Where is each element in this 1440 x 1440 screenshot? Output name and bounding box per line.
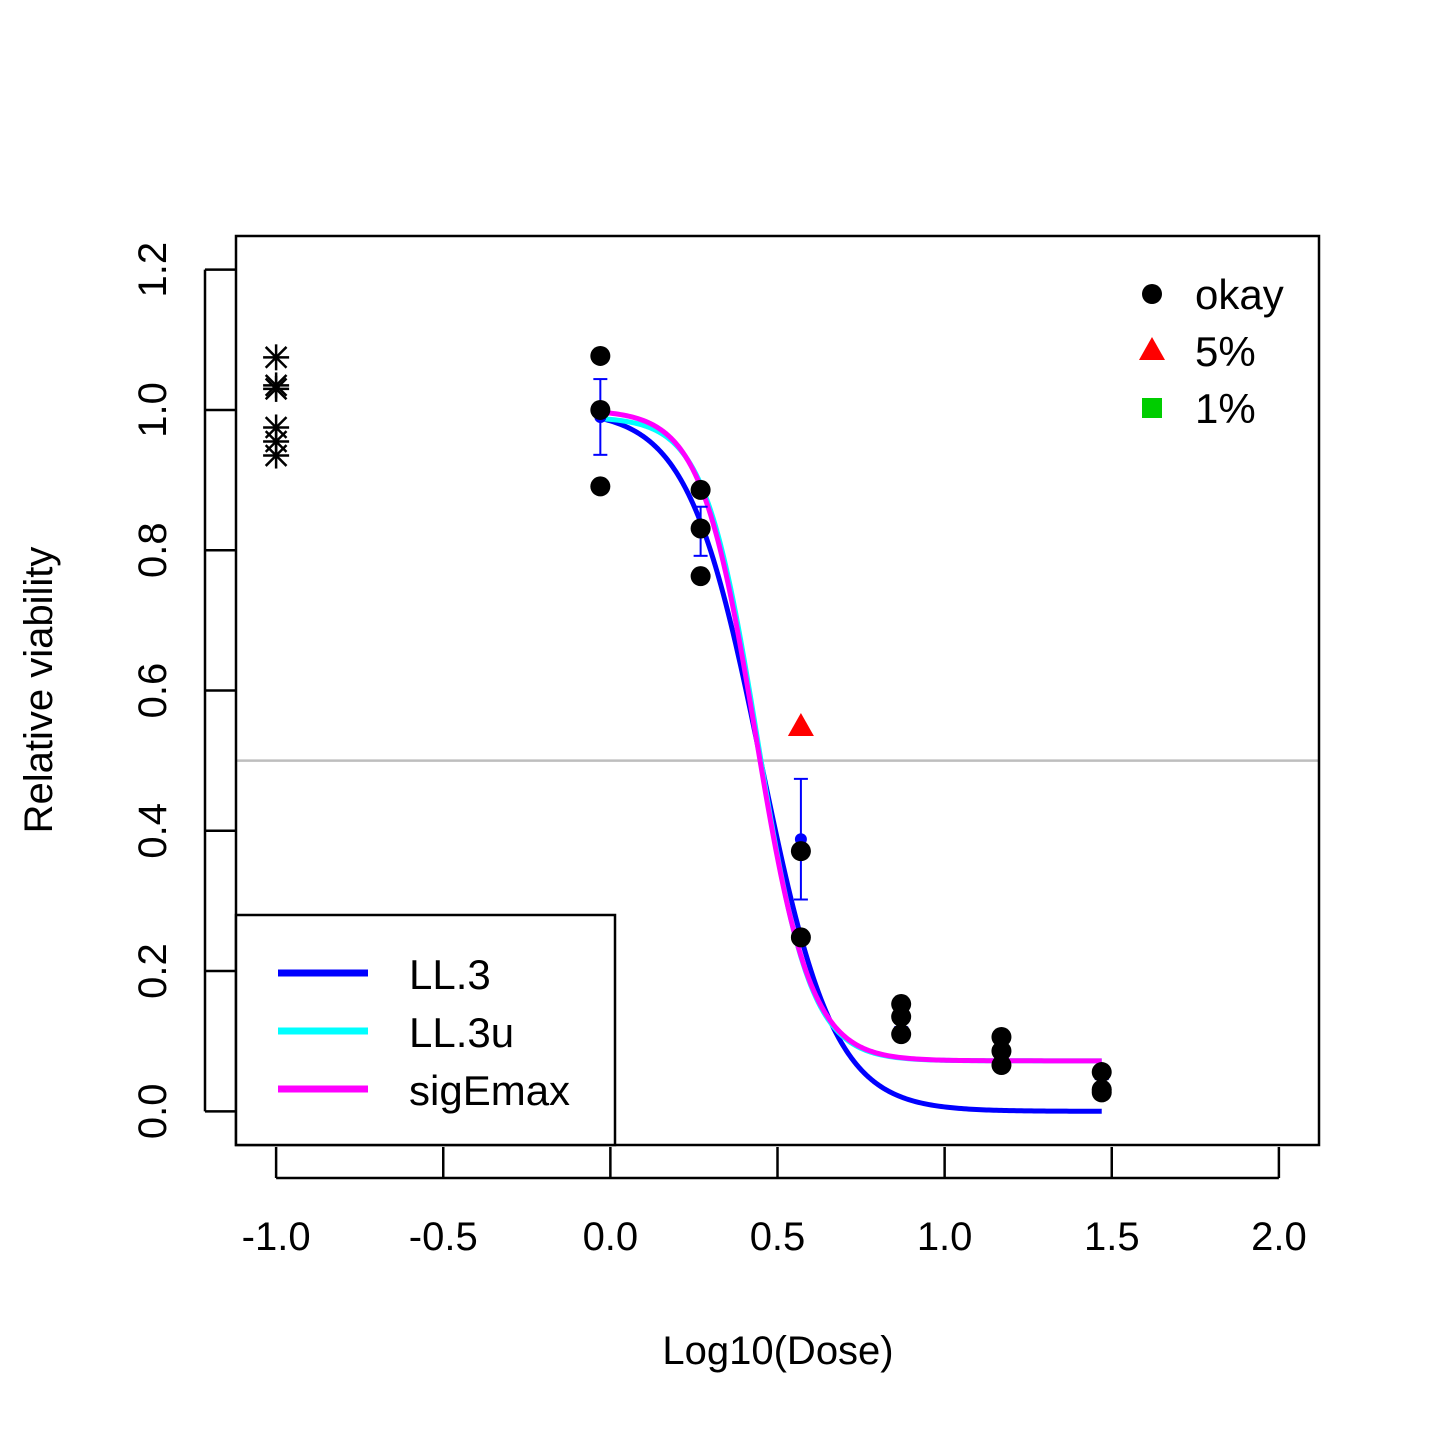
control-points — [263, 344, 290, 469]
legend-status-marker — [1142, 398, 1162, 418]
x-tick-label: -0.5 — [409, 1215, 478, 1259]
data-point — [590, 345, 611, 366]
data-point — [991, 1041, 1012, 1062]
x-tick-label: 0.0 — [583, 1215, 639, 1259]
control-point — [263, 344, 290, 371]
y-tick-label: 1.2 — [131, 242, 175, 298]
control-point-stroke — [264, 416, 288, 439]
fitted-curves — [599, 409, 1102, 1114]
y-tick-label: 0.0 — [131, 1084, 175, 1140]
x-axis-title: Log10(Dose) — [662, 1329, 893, 1373]
legend-status-marker — [1142, 284, 1162, 304]
control-point — [263, 414, 290, 441]
data-point — [991, 1055, 1012, 1076]
x-tick-label: 0.5 — [750, 1215, 806, 1259]
legend-status-label: 1% — [1195, 385, 1256, 432]
control-point-stroke — [264, 374, 288, 397]
data-point — [1091, 1082, 1112, 1103]
x-tick-label: 1.5 — [1084, 1215, 1140, 1259]
data-point — [790, 927, 811, 948]
control-point — [263, 372, 290, 399]
legend-status-label: okay — [1195, 271, 1284, 318]
legend-model-label: LL.3u — [409, 1009, 514, 1056]
data-point — [891, 1006, 912, 1027]
data-points — [590, 345, 1112, 1103]
x-tick-label: -1.0 — [242, 1215, 311, 1259]
y-tick-label: 0.8 — [131, 522, 175, 578]
data-point — [991, 1026, 1012, 1047]
x-tick-label: 2.0 — [1251, 1215, 1307, 1259]
legend-status-marker — [1139, 337, 1165, 360]
curve-sigemax — [600, 409, 1102, 1064]
data-point — [787, 712, 814, 736]
x-tick-label: 1.0 — [917, 1215, 973, 1259]
data-point — [590, 399, 611, 420]
y-axis: 0.0 0.2 0.4 0.6 0.8 1.0 1.2 — [131, 242, 236, 1139]
data-point — [690, 518, 711, 539]
x-axis: -1.0 -0.5 0.0 0.5 1.0 1.5 2.0 — [242, 1147, 1307, 1259]
data-point — [690, 479, 711, 500]
legend-status: okay 5% 1% — [1139, 271, 1284, 432]
legend-model-label: sigEmax — [409, 1067, 570, 1114]
data-point — [790, 841, 811, 862]
y-tick-label: 0.4 — [131, 803, 175, 859]
data-point — [891, 1024, 912, 1045]
y-tick-label: 0.2 — [131, 943, 175, 999]
data-point — [1091, 1062, 1112, 1083]
data-point — [690, 566, 711, 587]
y-tick-label: 1.0 — [131, 382, 175, 438]
control-point-stroke — [264, 346, 288, 369]
legend-status-label: 5% — [1195, 328, 1256, 375]
y-axis-title: Relative viability — [17, 547, 61, 834]
curve-ll-3 — [599, 415, 1102, 1114]
legend-model-label: LL.3 — [409, 951, 491, 998]
y-tick-label: 0.6 — [131, 663, 175, 719]
legend-models: LL.3 LL.3u sigEmax — [234, 913, 617, 1147]
data-point — [590, 476, 611, 497]
